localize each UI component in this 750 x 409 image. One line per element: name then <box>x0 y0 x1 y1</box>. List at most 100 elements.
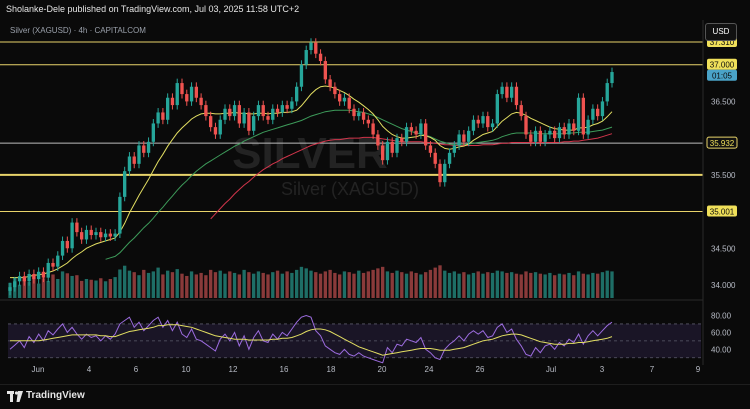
candle-body <box>366 119 371 124</box>
volume-bar <box>328 269 332 298</box>
price-label-text: 35.932 <box>710 139 735 148</box>
volume-bar <box>567 272 571 298</box>
volume-bar <box>404 273 409 298</box>
candle-body <box>600 101 605 117</box>
candle-body <box>103 233 108 238</box>
candle-body <box>51 262 55 267</box>
volume-bar <box>595 273 600 298</box>
candle-body <box>447 152 452 164</box>
x-tick-label: Jun <box>32 365 45 374</box>
candle-body <box>208 116 213 128</box>
currency-button[interactable]: USD <box>705 23 737 41</box>
volume-bar <box>103 281 108 298</box>
x-tick-label: 24 <box>425 365 434 374</box>
candle-body <box>404 127 409 142</box>
volume-bar <box>84 279 89 298</box>
candle-body <box>323 61 328 80</box>
candle-body <box>548 130 552 135</box>
watermark-name: Silver (XAGUSD) <box>281 179 419 199</box>
y-tick-label: 36.500 <box>711 97 736 106</box>
volume-bar <box>438 265 442 298</box>
candle-body <box>261 105 265 117</box>
volume-bar <box>552 275 557 298</box>
volume-bar <box>419 274 423 298</box>
candle-body <box>514 86 519 106</box>
candle-body <box>385 141 390 161</box>
candle-body <box>113 233 117 237</box>
candle-body <box>189 86 194 102</box>
volume-bar <box>232 272 237 298</box>
candle-body <box>390 141 394 153</box>
candle-body <box>328 79 332 87</box>
volume-bar <box>524 271 528 298</box>
candle-body <box>572 123 576 131</box>
volume-bar <box>385 271 390 298</box>
volume-bar <box>562 274 566 298</box>
volume-bar <box>41 278 46 298</box>
candle-body <box>247 112 251 131</box>
volume-bar <box>572 275 576 298</box>
volume-bar <box>242 269 246 298</box>
candle-body <box>127 156 132 172</box>
candle-body <box>352 108 356 117</box>
candle-body <box>75 222 79 233</box>
candle-body <box>142 145 146 153</box>
candle-body <box>84 229 89 240</box>
volume-bar <box>290 272 294 298</box>
candle-body <box>108 233 113 237</box>
volume-bar <box>142 269 146 298</box>
candle-body <box>304 50 308 65</box>
volume-bar <box>342 271 347 298</box>
volume-bar <box>36 283 41 298</box>
candle-body <box>65 240 70 249</box>
volume-bar <box>495 270 500 298</box>
candle-body <box>586 119 590 135</box>
volume-bar <box>185 275 189 298</box>
volume-bar <box>543 274 547 298</box>
volume-bar <box>476 271 480 298</box>
candle-body <box>204 105 208 117</box>
candle-body <box>409 127 414 131</box>
candle-body <box>60 240 65 256</box>
candle-body <box>462 134 466 142</box>
x-tick-label: 16 <box>280 365 289 374</box>
volume-bar <box>481 273 485 298</box>
candle-body <box>132 156 136 164</box>
chart-area[interactable]: Silver (XAGUSD) · 4h · CAPITALCOMSILVERS… <box>0 0 750 384</box>
x-tick-label: Jul <box>546 365 556 374</box>
volume-bar <box>314 272 318 298</box>
footer-brand: TradingView <box>26 390 85 401</box>
candle-body <box>509 86 514 98</box>
candle-body <box>22 276 27 282</box>
volume-bar <box>366 271 371 298</box>
volume-bar <box>46 280 50 298</box>
candle-body <box>529 134 533 142</box>
candle-body <box>180 83 184 95</box>
candle-body <box>423 123 428 146</box>
candle-body <box>486 116 490 128</box>
volume-bar <box>151 271 156 298</box>
candle-body <box>237 105 242 124</box>
candle-body <box>605 83 609 102</box>
volume-bar <box>113 277 117 298</box>
volume-bar <box>99 278 103 298</box>
candle-body <box>199 97 203 106</box>
volume-bar <box>189 271 194 298</box>
candle-body <box>433 152 437 164</box>
candle-body <box>591 108 595 120</box>
candle-body <box>122 171 127 197</box>
candle-body <box>170 97 175 106</box>
candle-body <box>146 141 151 153</box>
volume-bar <box>371 269 375 298</box>
volume-bar <box>400 272 404 298</box>
candle-body <box>70 222 74 249</box>
volume-bar <box>505 272 509 298</box>
candle-body <box>490 123 495 128</box>
volume-bar <box>490 272 495 298</box>
candle-body <box>567 123 571 135</box>
volume-bar <box>466 274 471 298</box>
y-tick-label: 34.500 <box>711 244 736 253</box>
chart-title: Silver (XAGUSD) · 4h · CAPITALCOM <box>10 26 146 35</box>
volume-bar <box>414 272 418 298</box>
x-tick-label: 9 <box>696 365 701 374</box>
